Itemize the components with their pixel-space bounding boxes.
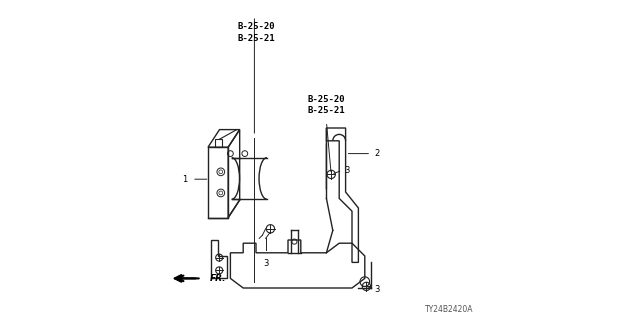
Text: 2: 2 [374,149,380,158]
Text: 3: 3 [263,259,268,268]
Text: TY24B2420A: TY24B2420A [425,305,474,314]
Text: B-25-20
B-25-21: B-25-20 B-25-21 [237,22,275,43]
Text: 3: 3 [374,285,380,294]
Text: B-25-20
B-25-21: B-25-20 B-25-21 [308,95,345,115]
Text: 1: 1 [182,175,187,184]
Text: FR.: FR. [210,274,226,283]
Text: 3: 3 [344,166,349,175]
